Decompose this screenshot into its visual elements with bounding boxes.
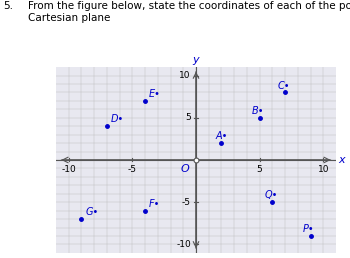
Text: P•: P• (303, 224, 315, 234)
Text: 10: 10 (317, 165, 329, 174)
Text: G•: G• (85, 207, 98, 217)
Text: -5: -5 (182, 198, 191, 207)
Text: 10: 10 (180, 71, 191, 80)
Text: B•: B• (252, 106, 265, 116)
Text: From the figure below, state the coordinates of each of the points shown on the
: From the figure below, state the coordin… (28, 1, 350, 23)
Text: 5: 5 (185, 113, 191, 122)
Text: y: y (193, 55, 199, 65)
Text: x: x (338, 155, 345, 165)
Text: -10: -10 (61, 165, 76, 174)
Text: 5.: 5. (4, 1, 14, 11)
Text: F•: F• (149, 199, 160, 209)
Text: -10: -10 (176, 240, 191, 249)
Text: -5: -5 (128, 165, 137, 174)
Text: C•: C• (278, 81, 290, 91)
Text: E•: E• (149, 89, 161, 99)
Text: A•: A• (215, 131, 228, 141)
Text: Q•: Q• (265, 190, 278, 200)
Text: D•: D• (111, 115, 124, 125)
Text: O: O (181, 164, 190, 174)
Text: 5: 5 (257, 165, 262, 174)
